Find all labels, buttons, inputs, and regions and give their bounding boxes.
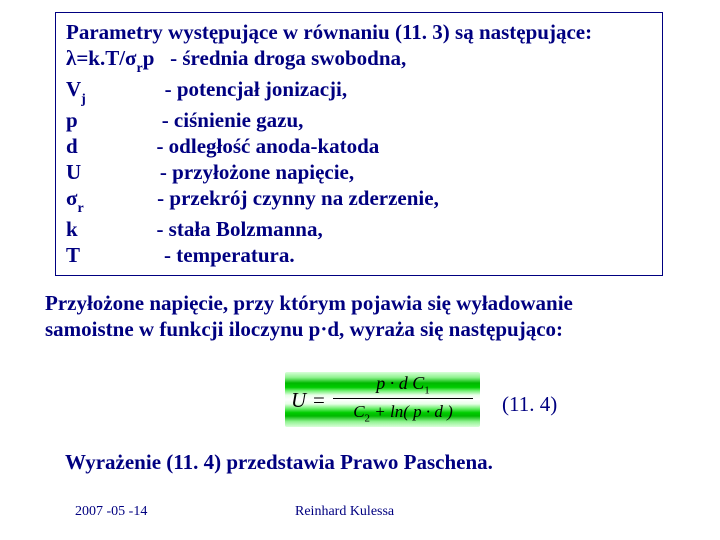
- param-description: - przyłożone napięcie,: [81, 160, 354, 184]
- equation-equals: =: [313, 388, 325, 413]
- param-row: k - stała Bolzmanna,: [66, 216, 652, 242]
- equation-fraction: p · d C1 C2 + ln( p · d ): [331, 372, 475, 425]
- param-symbol: λ=k.T/σrp: [66, 45, 154, 76]
- equation-row: U = p · d C1 C2 + ln( p · d ) (11. 4): [0, 372, 720, 434]
- body-paragraph: Przyłożone napięcie, przy którym pojawia…: [45, 290, 660, 343]
- param-symbol: k: [66, 216, 78, 242]
- param-row: p - ciśnienie gazu,: [66, 107, 652, 133]
- param-description: - średnia droga swobodna,: [154, 46, 406, 70]
- param-symbol: p: [66, 107, 78, 133]
- param-symbol: U: [66, 159, 81, 185]
- param-row: λ=k.T/σrp - średnia droga swobodna,: [66, 45, 652, 76]
- equation-numerator: p · d C1: [331, 372, 475, 396]
- param-description: - odległość anoda-katoda: [78, 134, 380, 158]
- param-description: - stała Bolzmanna,: [78, 217, 323, 241]
- footer-date: 2007 -05 -14: [75, 504, 147, 520]
- conclusion: Wyrażenie (11. 4) przedstawia Prawo Pasc…: [65, 450, 665, 475]
- param-description: - potencjał jonizacji,: [86, 77, 347, 101]
- param-row: U - przyłożone napięcie,: [66, 159, 652, 185]
- param-symbol: d: [66, 133, 78, 159]
- parameter-box: Parametry występujące w równaniu (11. 3)…: [55, 12, 663, 276]
- equation-label: (11. 4): [502, 392, 557, 417]
- param-description: - temperatura.: [80, 243, 295, 267]
- footer-author: Reinhard Kulessa: [295, 504, 394, 520]
- equation-denominator: C2 + ln( p · d ): [331, 401, 475, 425]
- param-description: - przekrój czynny na zderzenie,: [84, 186, 439, 210]
- equation: U = p · d C1 C2 + ln( p · d ): [285, 372, 480, 427]
- param-heading: Parametry występujące w równaniu (11. 3)…: [66, 19, 652, 45]
- param-row: d - odległość anoda-katoda: [66, 133, 652, 159]
- param-symbol: σr: [66, 185, 84, 216]
- param-row: σr - przekrój czynny na zderzenie,: [66, 185, 652, 216]
- param-row: T - temperatura.: [66, 242, 652, 268]
- equation-fraction-line: [333, 398, 473, 399]
- param-symbol: T: [66, 242, 80, 268]
- param-symbol: Vj: [66, 76, 86, 107]
- param-row: Vj - potencjał jonizacji,: [66, 76, 652, 107]
- equation-lhs: U: [291, 388, 306, 413]
- param-description: - ciśnienie gazu,: [78, 108, 304, 132]
